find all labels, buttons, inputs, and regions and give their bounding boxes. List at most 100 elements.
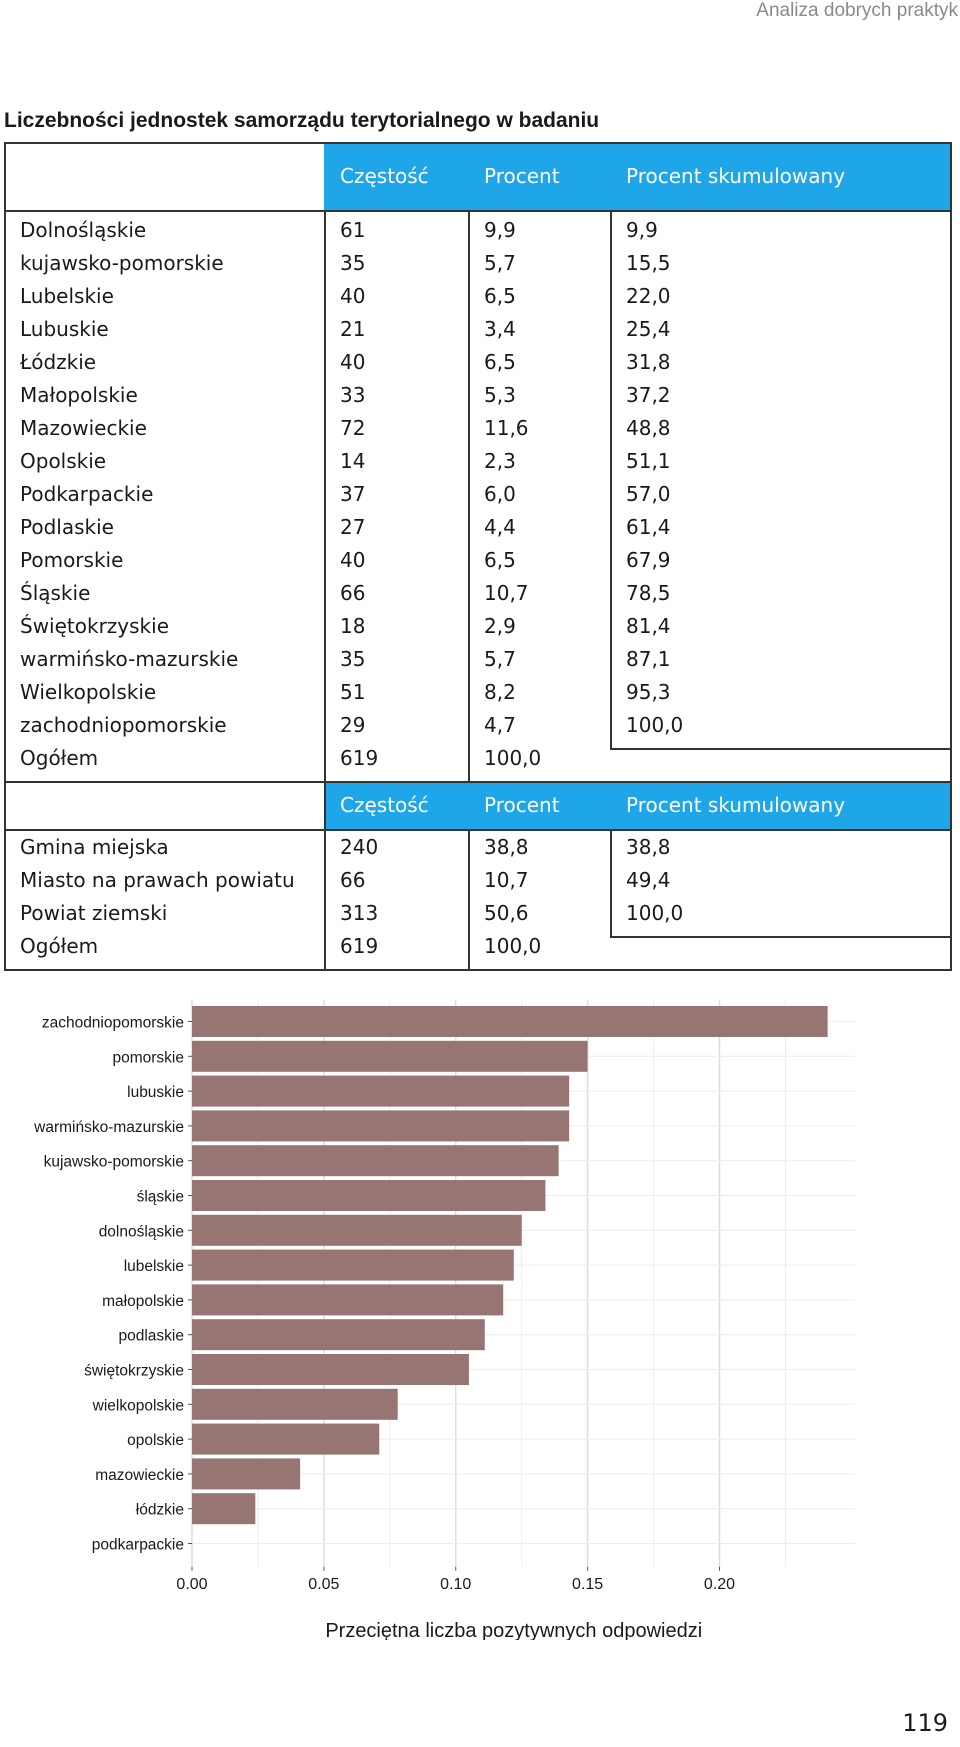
table1-row-label: zachodniopomorskie	[20, 713, 227, 737]
category-label: lubelskie	[124, 1258, 184, 1275]
table2-header-band	[324, 783, 950, 829]
table1-cell: 6,0	[484, 482, 516, 506]
bar	[192, 1354, 469, 1385]
bar	[192, 1006, 828, 1037]
x-tick-label: 0.15	[572, 1576, 603, 1593]
section-title: Liczebności jednostek samorządu terytori…	[4, 109, 600, 132]
bar	[192, 1214, 522, 1246]
table1-cell: 22,0	[626, 284, 671, 308]
table2-row-label: Ogółem	[20, 934, 99, 958]
table1-row-label: Opolskie	[20, 449, 107, 473]
table1-cell: 51	[340, 680, 366, 704]
table1-row-label: Lubelskie	[20, 284, 114, 308]
table1-header-2: Procent skumulowany	[626, 164, 846, 188]
table1-cell: 27	[340, 515, 366, 539]
table1-cell: 40	[340, 350, 366, 374]
table1-cell: 66	[340, 581, 366, 605]
table2-header-1: Procent	[484, 793, 560, 817]
table1-cell: 10,7	[484, 581, 529, 605]
table1-cell: 48,8	[626, 416, 671, 440]
table1-cell: 37	[340, 482, 366, 506]
table1-row-label: Świętokrzyskie	[20, 614, 169, 638]
x-tick-label: 0.00	[176, 1576, 207, 1593]
table1-col-rule	[324, 210, 326, 781]
table2-header-2: Procent skumulowany	[626, 793, 846, 817]
category-label: pomorskie	[113, 1049, 185, 1066]
category-label: kujawsko-pomorskie	[44, 1154, 184, 1171]
table1-row-label: Ogółem	[20, 746, 99, 770]
table1-cell: 29	[340, 713, 366, 737]
table2-cell: 66	[340, 868, 366, 892]
table1-cell: 11,6	[484, 416, 529, 440]
table2-cell: 100,0	[484, 934, 542, 958]
table1-cell: 57,0	[626, 482, 671, 506]
table1-cell: 78,5	[626, 581, 671, 605]
bar-chart-svg: zachodniopomorskie pomorskie lubuskie warmi…	[33, 1000, 855, 1642]
table1-row-label: kujawsko-pomorskie	[20, 251, 224, 275]
bar	[192, 1458, 301, 1490]
table1-cell: 72	[340, 416, 366, 440]
category-label: wielkopolskie	[92, 1397, 184, 1414]
bar	[192, 1388, 398, 1420]
table1-cell: 9,9	[484, 218, 516, 242]
table1-cell: 8,2	[484, 680, 516, 704]
category-label: śląskie	[137, 1189, 184, 1206]
table2-cell: 313	[340, 901, 379, 925]
category-label: opolskie	[127, 1432, 184, 1449]
table1-col-rule	[468, 210, 470, 781]
table1-cell: 40	[340, 548, 366, 572]
table2-cell: 38,8	[484, 835, 529, 859]
table1-cell: 3,4	[484, 317, 516, 341]
table2-header-rule	[6, 829, 950, 831]
table1-cell: 21	[340, 317, 366, 341]
table2-row-label: Gmina miejska	[20, 835, 169, 859]
table1-row-label: Lubuskie	[20, 317, 109, 341]
bar	[192, 1180, 546, 1211]
table1-header-band	[324, 144, 950, 210]
table1-header-0: Częstość	[340, 164, 429, 188]
category-label: małopolskie	[102, 1293, 184, 1310]
table1-header-rule	[6, 210, 950, 212]
table1-cell: 35	[340, 251, 366, 275]
category-label: mazowieckie	[95, 1467, 184, 1484]
table2-total-rule	[610, 936, 950, 938]
running-title: Analiza dobrych praktyk	[756, 0, 958, 21]
table2-row-label: Powiat ziemski	[20, 901, 168, 925]
bar	[192, 1319, 485, 1351]
category-label: świętokrzyskie	[84, 1363, 184, 1380]
table1-cell: 4,7	[484, 713, 516, 737]
table1-cell: 100,0	[484, 746, 542, 770]
table2-cell: 38,8	[626, 835, 671, 859]
table1-cell: 87,1	[626, 647, 671, 671]
table2-row-label: Miasto na prawach powiatu	[20, 868, 295, 892]
bar	[192, 1075, 570, 1107]
bar-chart: zachodniopomorskie pomorskie lubuskie warmi…	[0, 990, 960, 1642]
table1-cell: 2,9	[484, 614, 516, 638]
table1-row-label: Podlaskie	[20, 515, 114, 539]
table1-cell: 95,3	[626, 680, 671, 704]
table1-cell: 33	[340, 383, 366, 407]
table2-cell: 50,6	[484, 901, 529, 925]
x-axis-label: Przeciętna liczba pozytywnych odpowiedzi	[325, 1620, 702, 1640]
frequency-table: Częstość Procent Procent skumulowany Dolnoś…	[4, 142, 952, 971]
table1-row-label: Dolnośląskie	[20, 218, 147, 242]
table1-header-1: Procent	[484, 164, 560, 188]
table1-col-rule	[610, 210, 612, 748]
table1-cell: 6,5	[484, 284, 516, 308]
table1-cell: 61	[340, 218, 366, 242]
table1-cell: 6,5	[484, 548, 516, 572]
bar	[192, 1493, 256, 1525]
table1-cell: 31,8	[626, 350, 671, 374]
bar	[192, 1423, 380, 1455]
category-label: zachodniopomorskie	[42, 1015, 184, 1032]
table1-cell: 14	[340, 449, 366, 473]
table2-header-0: Częstość	[340, 793, 429, 817]
table1-cell: 15,5	[626, 251, 671, 275]
table1-row-label: Małopolskie	[20, 383, 138, 407]
table1-row-label: Pomorskie	[20, 548, 124, 572]
category-label: podkarpackie	[92, 1537, 184, 1554]
table2-cell: 240	[340, 835, 379, 859]
x-tick-label: 0.05	[308, 1576, 339, 1593]
table1-total-rule	[610, 748, 950, 750]
table2-cell: 10,7	[484, 868, 529, 892]
